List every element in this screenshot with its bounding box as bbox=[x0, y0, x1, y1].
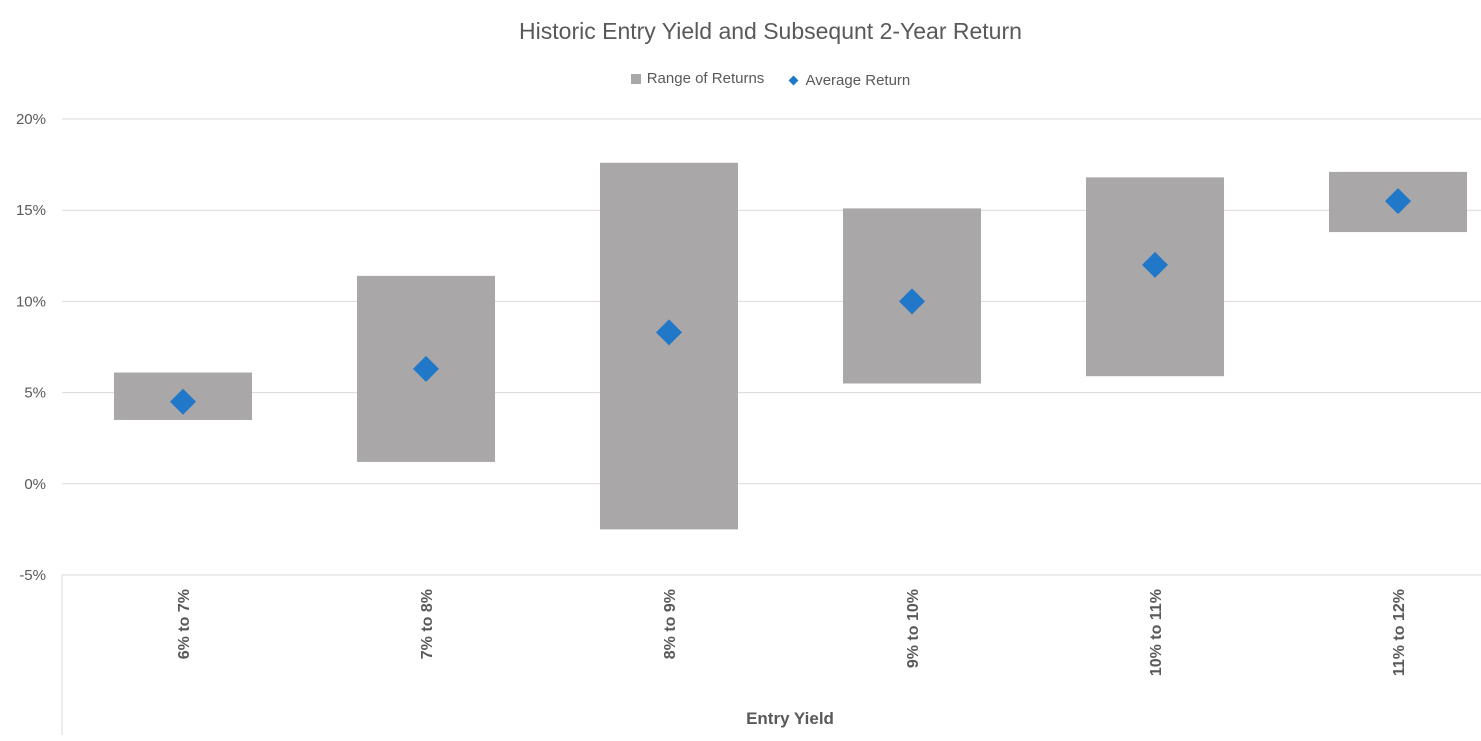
x-tick-label: 8% to 9% bbox=[662, 589, 679, 659]
legend-item-range: Range of Returns bbox=[630, 70, 765, 87]
average-marker bbox=[170, 388, 196, 415]
legend-label-range: Range of Returns bbox=[646, 70, 765, 87]
y-tick-label: 0% bbox=[24, 476, 46, 493]
range-bar bbox=[600, 162, 738, 530]
average-marker bbox=[656, 319, 682, 346]
average-marker bbox=[1142, 251, 1168, 278]
x-tick-label: 7% to 8% bbox=[419, 589, 436, 659]
chart-title: Historic Entry Yield and Subsequnt 2-Yea… bbox=[519, 18, 1022, 44]
y-tick-label: 10% bbox=[16, 293, 46, 310]
x-tick-label: 11% to 12% bbox=[1391, 589, 1408, 676]
y-tick-label: 15% bbox=[16, 202, 46, 219]
x-tick-label: 10% to 11% bbox=[1148, 589, 1165, 676]
legend-label-average: Average Return bbox=[805, 71, 911, 89]
y-tick-label: 5% bbox=[24, 385, 46, 402]
legend-swatch-range bbox=[630, 73, 641, 84]
x-tick-label: 9% to 10% bbox=[905, 589, 922, 668]
legend-item-average: Average Return bbox=[789, 71, 911, 89]
x-tick-label: 6% to 7% bbox=[176, 589, 193, 659]
x-axis-title: Entry Yield bbox=[746, 709, 834, 728]
legend: Range of Returns Average Return bbox=[0, 70, 1481, 89]
average-marker bbox=[1385, 188, 1411, 215]
average-marker bbox=[413, 355, 439, 382]
y-tick-label: 20% bbox=[16, 111, 46, 128]
average-marker bbox=[899, 288, 925, 315]
y-tick-label: -5% bbox=[19, 567, 46, 584]
